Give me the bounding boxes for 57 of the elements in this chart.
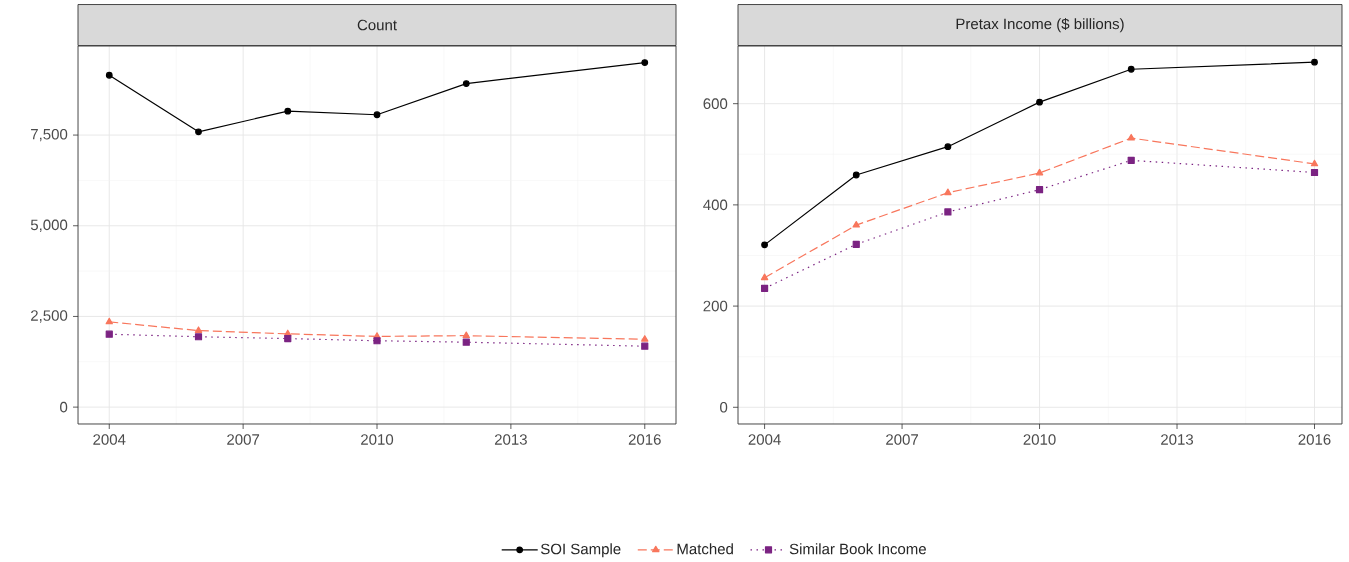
y-tick-label: 600 — [703, 98, 728, 109]
point — [641, 342, 649, 350]
point — [462, 331, 470, 339]
point — [852, 171, 860, 179]
point — [1311, 58, 1318, 66]
point — [1035, 168, 1044, 176]
point — [105, 71, 113, 79]
x-tick-label: 2016 — [1298, 434, 1331, 445]
point — [852, 240, 860, 248]
point — [373, 111, 381, 119]
legend-label: SOI Sample — [540, 543, 621, 558]
x-tick-label: 2013 — [494, 434, 527, 445]
x-tick-label: 2004 — [93, 434, 126, 445]
y-tick-label: 2,500 — [31, 310, 68, 323]
x-tick-label: 2007 — [227, 434, 260, 445]
point — [1310, 168, 1319, 177]
point — [1127, 133, 1135, 141]
x-tick-label: 2004 — [748, 434, 781, 445]
point — [195, 128, 202, 136]
point — [462, 80, 470, 87]
chart-title: Count — [357, 19, 397, 31]
legend-label: Similar Book Income — [789, 543, 926, 555]
legend-label: Matched — [677, 543, 733, 555]
x-tick-label: 2010 — [1023, 434, 1056, 445]
point — [373, 337, 381, 345]
point — [1127, 65, 1135, 73]
point — [284, 334, 292, 343]
point — [944, 188, 952, 196]
y-tick-label: 200 — [703, 300, 728, 312]
x-tick-label: 2007 — [886, 434, 918, 445]
y-tick-label: 0 — [60, 401, 68, 413]
point — [194, 326, 203, 333]
point — [761, 241, 768, 249]
point — [284, 107, 292, 115]
x-tick-label: 2016 — [628, 434, 661, 445]
point — [944, 143, 952, 151]
y-tick-label: 0 — [720, 401, 728, 413]
point — [1036, 98, 1043, 106]
y-tick-label: 5,000 — [30, 219, 68, 232]
chart-title: Pretax Income ($ billions) — [956, 17, 1124, 33]
point — [760, 284, 769, 292]
point — [641, 335, 649, 342]
point — [852, 220, 860, 228]
point — [462, 338, 470, 346]
point — [1127, 156, 1135, 164]
y-tick-label: 400 — [703, 199, 728, 211]
point — [641, 59, 649, 66]
point — [760, 273, 769, 281]
x-tick-label: 2010 — [361, 434, 394, 445]
point — [1035, 186, 1044, 194]
y-tick-label: 7,500 — [31, 128, 68, 142]
x-tick-label: 2013 — [1161, 434, 1194, 445]
point — [1310, 159, 1319, 167]
point — [194, 333, 203, 341]
point — [105, 317, 113, 325]
point — [944, 208, 952, 216]
point — [105, 330, 113, 338]
